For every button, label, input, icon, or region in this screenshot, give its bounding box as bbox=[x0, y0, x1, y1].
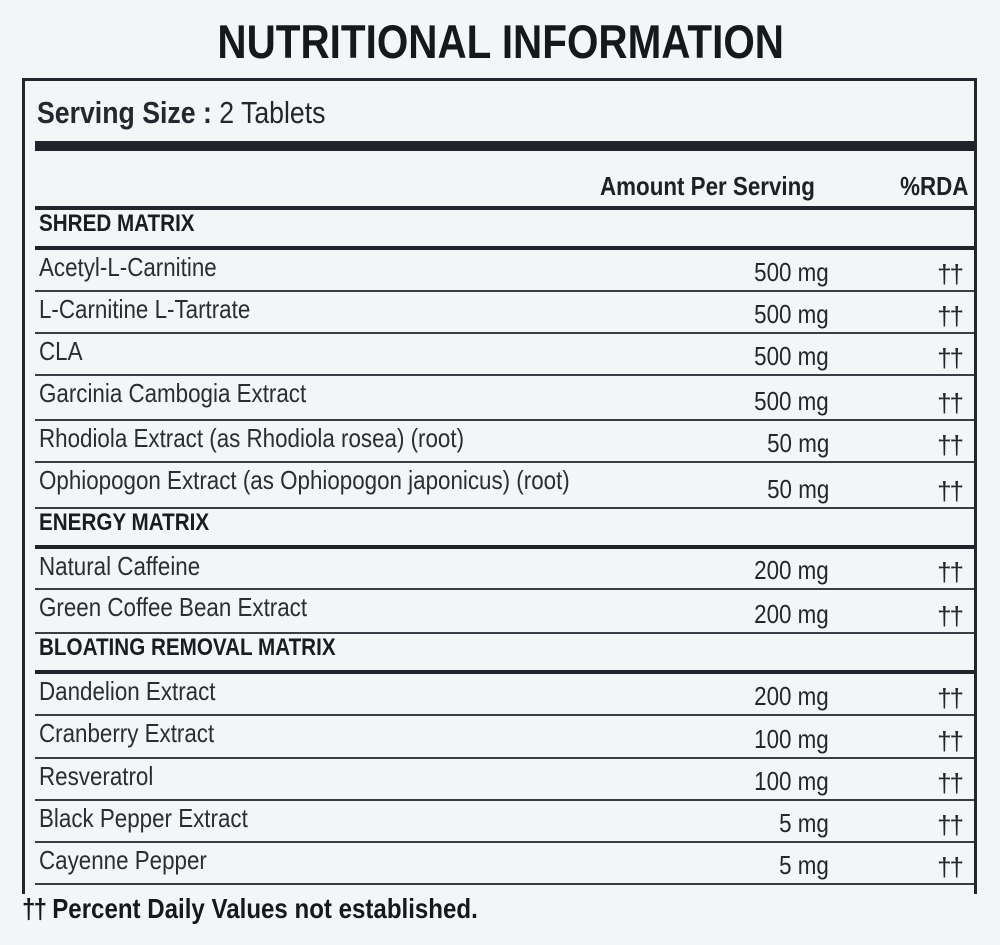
ingredient-name: Black Pepper Extract bbox=[39, 803, 248, 833]
ingredient-name: Resveratrol bbox=[39, 761, 154, 791]
ingredient-row: Cranberry Extract 100 mg †† bbox=[35, 716, 974, 759]
ingredient-row: CLA 500 mg †† bbox=[35, 334, 974, 376]
ingredient-amount: 500 mg bbox=[754, 341, 829, 371]
ingredient-row: Rhodiola Extract (as Rhodiola rosea) (ro… bbox=[35, 421, 974, 463]
serving-size-label: Serving Size : bbox=[37, 95, 212, 130]
ingredient-name: Cayenne Pepper bbox=[39, 845, 207, 875]
ingredient-name: Rhodiola Extract (as Rhodiola rosea) (ro… bbox=[39, 423, 465, 453]
header-divider bbox=[35, 206, 974, 210]
ingredient-amount: 500 mg bbox=[754, 386, 829, 416]
ingredient-amount: 200 mg bbox=[754, 555, 829, 585]
ingredient-name: Garcinia Cambogia Extract bbox=[39, 378, 307, 408]
footnote-symbol: †† bbox=[22, 893, 47, 924]
ingredient-row: Green Coffee Bean Extract 200 mg †† bbox=[35, 590, 974, 634]
section-header: BLOATING REMOVAL MATRIX bbox=[35, 634, 974, 674]
ingredient-amount: 5 mg bbox=[779, 850, 829, 880]
ingredient-amount: 100 mg bbox=[754, 724, 829, 754]
ingredient-amount: 200 mg bbox=[754, 681, 829, 711]
ingredient-row: Ophiopogon Extract (as Ophiopogon japoni… bbox=[35, 463, 974, 509]
ingredient-amount: 500 mg bbox=[754, 299, 829, 329]
ingredient-table: SHRED MATRIX Acetyl-L-Carnitine 500 mg †† L-… bbox=[35, 210, 974, 885]
column-header-rda: %RDA bbox=[899, 171, 968, 201]
ingredient-name: Acetyl-L-Carnitine bbox=[39, 252, 217, 282]
section-name: ENERGY MATRIX bbox=[39, 509, 210, 536]
serving-size-value: 2 Tablets bbox=[219, 95, 326, 130]
serving-size: Serving Size : 2 Tablets bbox=[37, 95, 325, 131]
ingredient-name: L-Carnitine L-Tartrate bbox=[39, 294, 251, 324]
ingredient-rda: †† bbox=[937, 852, 964, 882]
ingredient-name: CLA bbox=[39, 336, 83, 366]
ingredient-rda: †† bbox=[937, 476, 964, 506]
ingredient-row: Cayenne Pepper 5 mg †† bbox=[35, 843, 974, 885]
ingredient-amount: 100 mg bbox=[754, 766, 829, 796]
ingredient-amount: 200 mg bbox=[754, 599, 829, 629]
column-header-amount: Amount Per Serving bbox=[600, 171, 815, 201]
thick-divider bbox=[35, 141, 974, 151]
ingredient-rda: †† bbox=[937, 601, 964, 631]
ingredient-amount: 5 mg bbox=[779, 808, 829, 838]
section-header: ENERGY MATRIX bbox=[35, 509, 974, 549]
ingredient-name: Natural Caffeine bbox=[39, 551, 201, 581]
ingredient-rda: †† bbox=[937, 726, 964, 756]
ingredient-name: Dandelion Extract bbox=[39, 676, 216, 706]
ingredient-amount: 50 mg bbox=[766, 428, 829, 458]
ingredient-row: L-Carnitine L-Tartrate 500 mg †† bbox=[35, 292, 974, 334]
ingredient-rda: †† bbox=[937, 768, 964, 798]
ingredient-name: Cranberry Extract bbox=[39, 718, 215, 748]
ingredient-name: Green Coffee Bean Extract bbox=[39, 592, 308, 622]
ingredient-row: Acetyl-L-Carnitine 500 mg †† bbox=[35, 250, 974, 292]
ingredient-rda: †† bbox=[937, 430, 964, 460]
ingredient-rda: †† bbox=[937, 388, 964, 418]
nutrition-panel: Serving Size : 2 Tablets Amount Per Serv… bbox=[22, 78, 977, 894]
footnote: †† Percent Daily Values not established. bbox=[22, 893, 478, 925]
ingredient-row: Resveratrol 100 mg †† bbox=[35, 759, 974, 801]
ingredient-rda: †† bbox=[937, 683, 964, 713]
section-name: SHRED MATRIX bbox=[39, 210, 195, 237]
ingredient-amount: 500 mg bbox=[754, 257, 829, 287]
footnote-text: Percent Daily Values not established. bbox=[52, 893, 478, 924]
page-title: NUTRITIONAL INFORMATION bbox=[217, 15, 784, 68]
ingredient-rda: †† bbox=[937, 259, 964, 289]
ingredient-row: Dandelion Extract 200 mg †† bbox=[35, 674, 974, 716]
ingredient-row: Natural Caffeine 200 mg †† bbox=[35, 549, 974, 590]
ingredient-amount: 50 mg bbox=[766, 474, 829, 504]
ingredient-row: Black Pepper Extract 5 mg †† bbox=[35, 801, 974, 843]
ingredient-rda: †† bbox=[937, 557, 964, 587]
section-name: BLOATING REMOVAL MATRIX bbox=[39, 634, 336, 661]
ingredient-row: Garcinia Cambogia Extract 500 mg †† bbox=[35, 376, 974, 421]
ingredient-name: Ophiopogon Extract (as Ophiopogon japoni… bbox=[39, 465, 570, 495]
ingredient-rda: †† bbox=[937, 810, 964, 840]
ingredient-rda: †† bbox=[937, 343, 964, 373]
section-header: SHRED MATRIX bbox=[35, 210, 974, 250]
ingredient-rda: †† bbox=[937, 301, 964, 331]
